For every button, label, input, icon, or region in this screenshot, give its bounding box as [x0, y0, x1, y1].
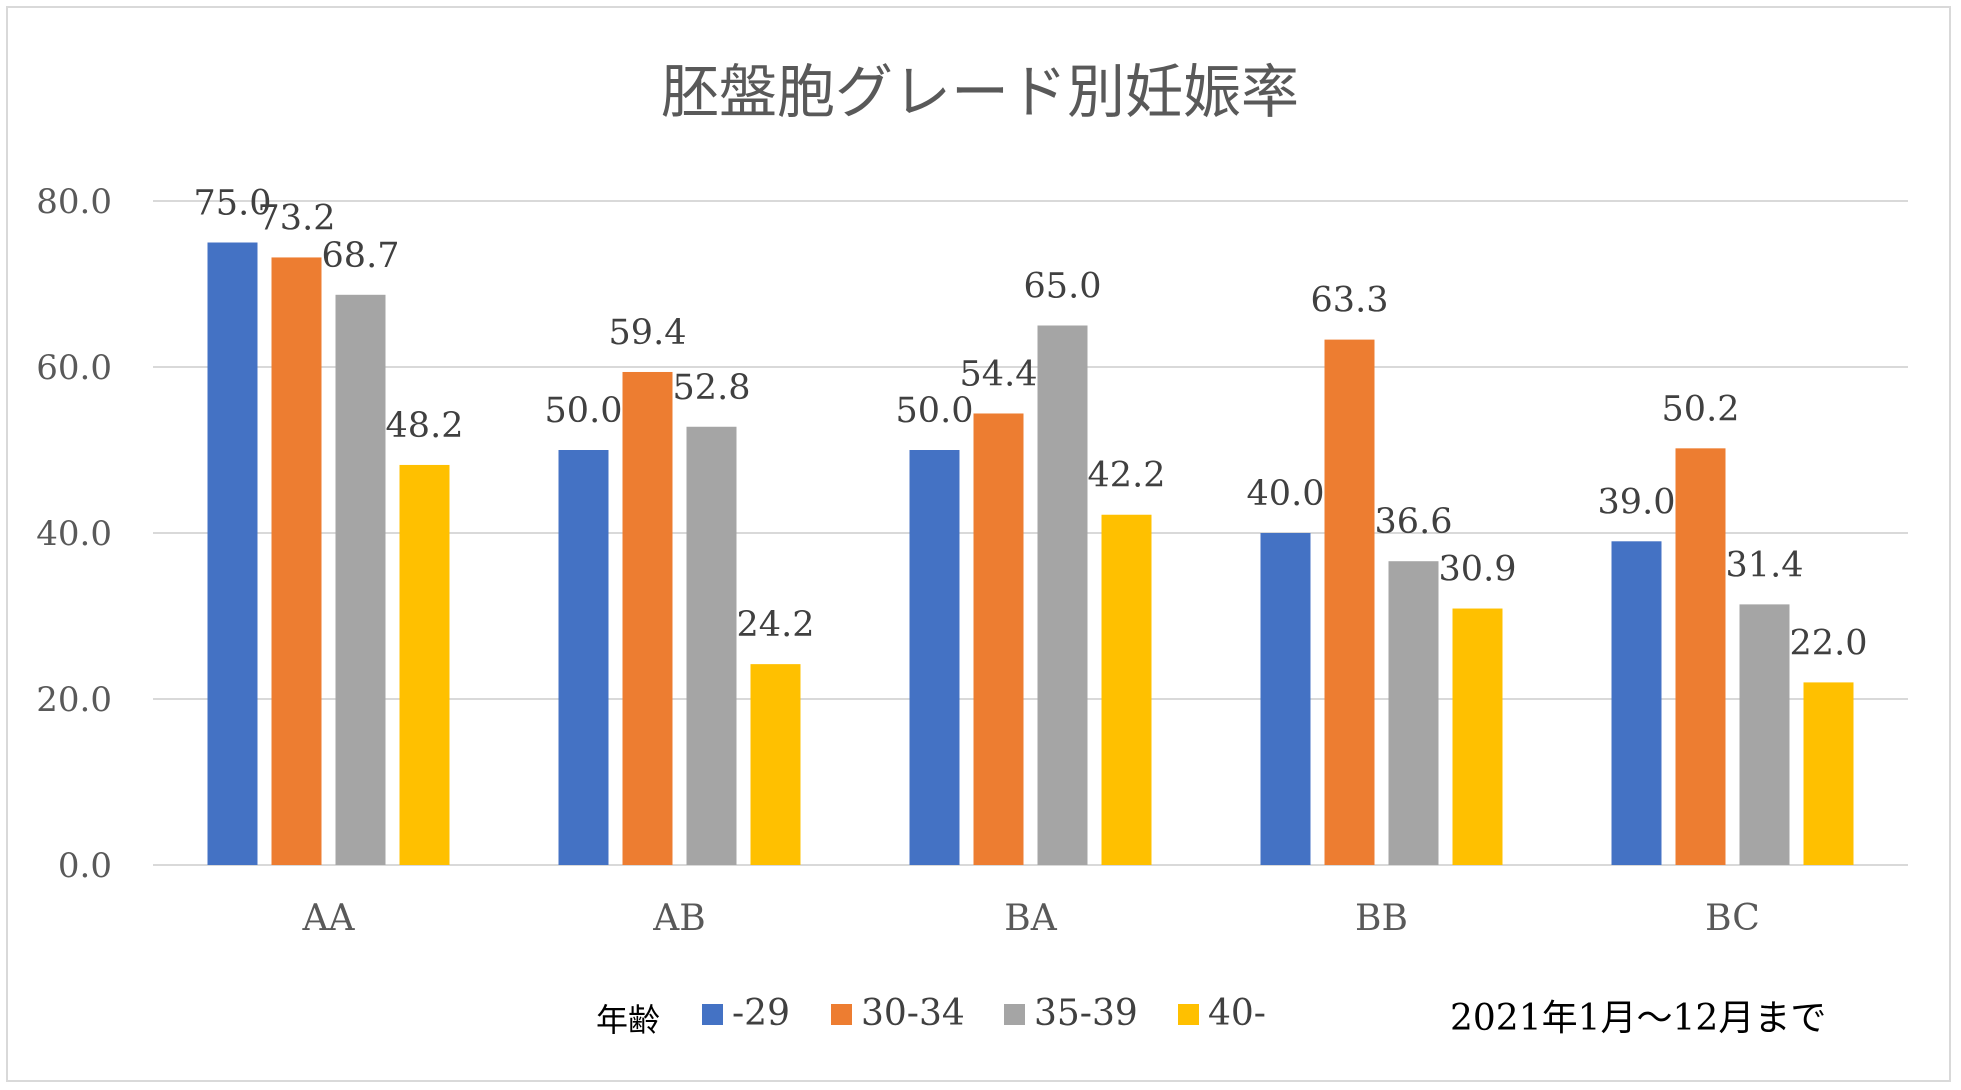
- bar-BB--29: [1260, 533, 1311, 865]
- y-axis-ticks: 0.0 20.0 40.0 60.0 80.0: [36, 182, 112, 886]
- data-label: 54.4: [960, 354, 1038, 394]
- data-label: 24.2: [737, 605, 815, 645]
- data-label: 63.3: [1311, 281, 1389, 321]
- data-label: 31.4: [1726, 545, 1804, 585]
- bar-AB-40-: [750, 664, 801, 865]
- bar-BA-30-34: [973, 413, 1024, 865]
- y-tick-label: 60.0: [36, 348, 112, 388]
- data-label: 48.2: [386, 406, 464, 446]
- bar-AB-30-34: [622, 371, 673, 865]
- data-label: 75.0: [194, 184, 272, 224]
- data-label: 50.2: [1662, 389, 1740, 429]
- bar-BC-30-34: [1675, 448, 1726, 865]
- bar-AA-40-: [399, 464, 450, 865]
- data-label: 50.0: [896, 391, 974, 431]
- legend-swatch: [1004, 1004, 1025, 1025]
- bar-BC-40-: [1803, 682, 1854, 865]
- legend-label: 35-39: [1034, 993, 1138, 1034]
- chart-title: 胚盤胞グレード別妊娠率: [661, 58, 1299, 126]
- legend-label: 40-: [1208, 993, 1266, 1034]
- x-category-label: BC: [1705, 898, 1760, 939]
- bar-AA-35-39: [335, 294, 386, 865]
- y-tick-label: 40.0: [36, 514, 112, 554]
- bar-BB-35-39: [1388, 561, 1439, 865]
- legend-title: 年齢: [596, 1001, 660, 1039]
- data-labels: 75.073.268.748.2 50.059.452.824.250.054.4…: [194, 184, 1868, 664]
- legend: 年齢 -29 30-34 35-39 40-: [596, 993, 1266, 1039]
- y-tick-label: 20.0: [36, 680, 112, 720]
- data-label: 52.8: [673, 368, 751, 408]
- legend-label: 30-34: [861, 993, 965, 1034]
- bar-BA-40-: [1101, 514, 1152, 865]
- legend-swatch: [831, 1004, 852, 1025]
- legend-swatch: [1178, 1004, 1199, 1025]
- bar-AA--29: [207, 242, 258, 865]
- x-category-label: BB: [1355, 898, 1408, 939]
- bar-BA-35-39: [1037, 325, 1088, 865]
- date-range-note: 2021年1月～12月まで: [1450, 998, 1826, 1039]
- bar-BB-30-34: [1324, 339, 1375, 865]
- data-label: 65.0: [1024, 267, 1102, 307]
- x-category-label: AB: [652, 898, 705, 939]
- y-tick-label: 80.0: [36, 182, 112, 222]
- x-category-label: BA: [1004, 898, 1057, 939]
- data-label: 42.2: [1088, 456, 1166, 496]
- data-label: 39.0: [1598, 482, 1676, 522]
- legend-label: -29: [732, 993, 790, 1034]
- bar-BB-40-: [1452, 608, 1503, 865]
- x-axis-categories: AA AB BA BB BC: [302, 898, 1760, 939]
- legend-swatch: [702, 1004, 723, 1025]
- bar-AA-30-34: [271, 257, 322, 865]
- bar-BC--29: [1611, 541, 1662, 865]
- data-label: 30.9: [1439, 550, 1517, 590]
- data-label: 68.7: [322, 236, 400, 276]
- y-tick-label: 0.0: [58, 846, 112, 886]
- bar-AB--29: [558, 450, 609, 865]
- data-label: 59.4: [609, 313, 687, 353]
- data-label: 22.0: [1790, 623, 1868, 663]
- bar-BA--29: [909, 450, 960, 865]
- data-label: 73.2: [258, 198, 336, 238]
- x-category-label: AA: [302, 898, 356, 939]
- data-label: 40.0: [1247, 474, 1325, 514]
- bar-AB-35-39: [686, 426, 737, 865]
- bars: [207, 242, 1854, 865]
- data-label: 36.6: [1375, 502, 1453, 542]
- bar-BC-35-39: [1739, 604, 1790, 865]
- data-label: 50.0: [545, 391, 623, 431]
